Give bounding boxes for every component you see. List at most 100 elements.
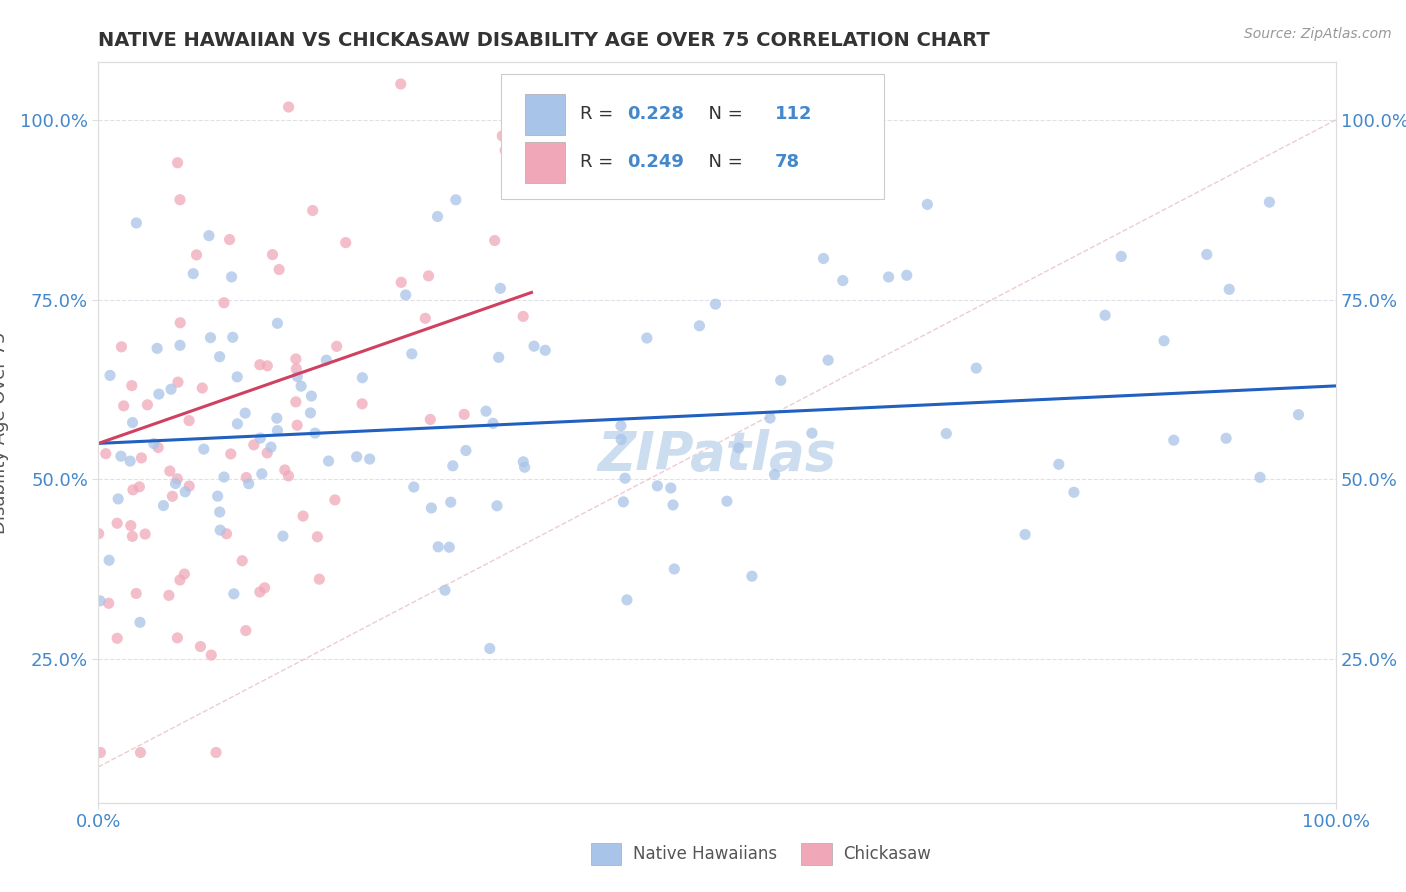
Point: [89, 746, 111, 760]
Point: [290, 379, 312, 393]
Point: [352, 397, 374, 411]
Point: [1218, 282, 1240, 296]
Point: [121, 529, 143, 543]
Point: [105, 516, 128, 531]
Point: [134, 527, 156, 541]
Point: [215, 526, 238, 541]
Point: [454, 443, 477, 458]
Point: [434, 583, 457, 598]
Point: [413, 311, 436, 326]
Bar: [526, 94, 565, 135]
Point: [129, 615, 152, 630]
Point: [209, 523, 232, 537]
Point: [157, 588, 180, 602]
Point: [488, 351, 510, 365]
Point: [152, 499, 174, 513]
Point: [418, 268, 440, 283]
Point: [1215, 431, 1237, 445]
Point: [813, 252, 835, 266]
Point: [935, 426, 957, 441]
Point: [110, 449, 132, 463]
Point: [389, 276, 412, 290]
Point: [262, 247, 284, 261]
Text: Source: ZipAtlas.com: Source: ZipAtlas.com: [1244, 27, 1392, 41]
Point: [1163, 433, 1185, 447]
Point: [444, 193, 467, 207]
Point: [208, 505, 231, 519]
Point: [741, 569, 763, 583]
Point: [174, 484, 197, 499]
Point: [427, 540, 450, 554]
Point: [260, 440, 283, 454]
Point: [200, 331, 222, 345]
Point: [193, 442, 215, 457]
Point: [160, 382, 183, 396]
Point: [1063, 485, 1085, 500]
FancyBboxPatch shape: [501, 73, 884, 200]
Point: [179, 479, 201, 493]
Point: [166, 155, 188, 169]
Point: [129, 746, 152, 760]
Point: [763, 467, 786, 482]
Point: [352, 370, 374, 384]
Point: [238, 476, 260, 491]
Point: [335, 235, 357, 250]
Point: [148, 387, 170, 401]
Point: [1195, 247, 1218, 261]
Point: [173, 567, 195, 582]
Point: [440, 495, 463, 509]
Point: [253, 581, 276, 595]
Point: [249, 431, 271, 445]
Text: N =: N =: [697, 153, 749, 171]
Point: [453, 408, 475, 422]
Point: [659, 481, 682, 495]
Text: ZIPatlas: ZIPatlas: [598, 429, 837, 481]
Text: 0.228: 0.228: [627, 105, 683, 123]
Point: [610, 418, 633, 433]
Point: [489, 281, 512, 295]
Point: [165, 476, 187, 491]
Point: [1288, 408, 1310, 422]
Point: [292, 509, 315, 524]
Point: [219, 447, 242, 461]
Point: [235, 470, 257, 484]
Point: [218, 233, 240, 247]
Point: [478, 641, 501, 656]
Point: [277, 469, 299, 483]
Point: [831, 274, 853, 288]
Point: [169, 193, 191, 207]
Point: [484, 234, 506, 248]
Text: 78: 78: [775, 153, 800, 171]
Point: [256, 446, 278, 460]
Point: [98, 368, 121, 383]
Point: [616, 593, 638, 607]
Point: [89, 594, 111, 608]
Point: [166, 472, 188, 486]
Text: 0.249: 0.249: [627, 153, 683, 171]
Point: [266, 424, 288, 438]
Point: [1109, 250, 1132, 264]
Point: [250, 467, 273, 481]
Point: [121, 416, 143, 430]
Y-axis label: Disability Age Over 75: Disability Age Over 75: [0, 331, 8, 534]
Text: Chickasaw: Chickasaw: [844, 845, 932, 863]
Point: [491, 128, 513, 143]
Point: [142, 436, 165, 450]
Point: [112, 399, 135, 413]
Point: [401, 347, 423, 361]
Point: [482, 417, 505, 431]
Point: [94, 447, 117, 461]
Point: [128, 480, 150, 494]
Point: [896, 268, 918, 283]
Point: [420, 500, 443, 515]
Point: [256, 359, 278, 373]
Point: [800, 426, 823, 441]
Point: [1249, 470, 1271, 484]
Point: [285, 418, 308, 433]
Point: [87, 526, 110, 541]
Point: [186, 248, 208, 262]
Point: [131, 450, 153, 465]
Point: [647, 479, 669, 493]
Point: [169, 338, 191, 352]
Point: [226, 370, 249, 384]
